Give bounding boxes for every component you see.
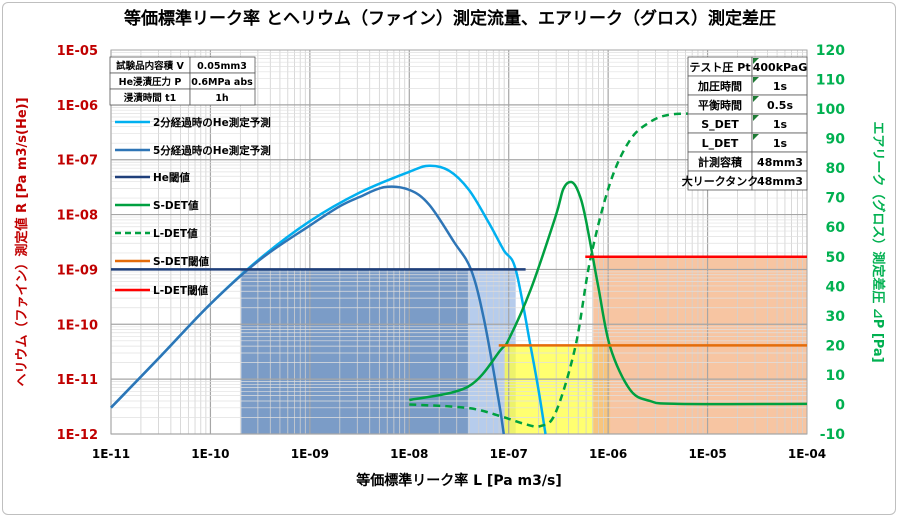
right-axis-title: エアリーク（グロス）測定差圧 ⊿P [Pa] [870,121,886,362]
right-tick-label: 70 [826,191,846,207]
param-label: 計測容積 [698,155,743,169]
param-label: テスト圧 Pt [689,61,750,74]
x-tick-label: 1E-06 [589,447,627,461]
series-line-1 [110,185,505,435]
cell-marker-icon [753,77,759,83]
param-value: 48mm3 [757,156,803,169]
plot-area [110,49,808,435]
legend-label: L-DET値 [153,227,198,240]
param-value: 0.05mm3 [197,61,247,72]
legend-label: He閾値 [153,171,190,184]
left-tick-label: 1E-08 [57,209,98,224]
right-tick-label: 80 [826,161,846,177]
table-cell [189,88,256,106]
left-tick-label: 1E-11 [57,373,98,388]
left-tick-label: 1E-06 [57,99,98,114]
cell-marker-icon [753,134,759,140]
measurement-settings-table: テスト圧 Pt 400kPaG 加圧時間 1s 平衡時間 0.5s S_DET 1s L_DET… [682,56,808,191]
param-label: L_DET [702,137,739,150]
test-conditions-table: 試験品内容積 V 0.05mm3 He浸漬圧力 P 0.6MPa abs 浸漬時間 t1… [109,56,256,106]
x-axis-title: 等価標準リーク率 L [Pa m3/s] [356,472,561,489]
cell-marker-icon [753,115,759,121]
param-label: 試験品内容積 V [116,60,184,72]
x-tick-label: 1E-11 [92,447,130,461]
right-tick-label: 120 [816,43,845,59]
param-value: 48mm3 [757,175,803,188]
right-tick-label: 0 [835,397,845,413]
param-label: S_DET [701,118,739,131]
left-axis-title: ヘリウム（ファイン）測定値 R [Pa m3/s(He)] [14,97,30,386]
param-value: 0.5s [767,99,793,112]
legend-label: 2分経過時のHe測定予測 [153,116,271,129]
legend-label: S-DET閾値 [153,255,209,268]
x-tick-label: 1E-07 [490,447,528,461]
right-tick-label: 30 [826,309,846,325]
param-label: He浸漬圧力 P [119,76,182,88]
param-value: 1s [773,118,788,131]
chart-title: 等価標準リーク率 とヘリウム（ファイン）測定流量、エアリーク（グロス）測定差圧 [124,8,776,29]
right-tick-label: 110 [816,73,845,89]
right-tick-label: 40 [826,279,846,295]
right-tick-label: -10 [820,427,846,443]
left-tick-label: 1E-10 [57,318,98,333]
param-label: 加圧時間 [697,79,742,93]
param-value: 1s [773,80,788,93]
x-tick-label: 1E-05 [688,447,726,461]
right-tick-label: 20 [826,338,846,354]
param-label: 浸漬時間 t1 [124,92,176,104]
param-value: 400kPaG [753,61,808,74]
left-tick-label: 1E-07 [57,154,98,169]
right-tick-label: 10 [826,368,846,384]
shaded-region-0 [241,269,468,434]
left-tick-label: 1E-12 [57,428,98,443]
right-tick-label: 100 [816,102,845,118]
legend-label: S-DET値 [153,199,199,212]
param-value: 1s [773,137,788,150]
x-tick-label: 1E-04 [788,447,826,461]
cell-marker-icon [753,96,759,102]
x-tick-label: 1E-09 [291,447,329,461]
cell-marker-icon [753,58,759,64]
table-cell [751,170,808,191]
legend-label: L-DET閾値 [153,284,209,297]
left-tick-label: 1E-05 [57,44,98,59]
right-tick-label: 60 [826,220,846,236]
param-value: 0.6MPa abs [191,77,253,88]
param-value: 1h [215,93,229,104]
legend-label: 5分経過時のHe測定予測 [153,144,271,157]
right-tick-label: 90 [826,132,846,148]
param-label: 平衡時間 [698,98,742,112]
param-label: 大リークタンク [682,174,759,188]
left-tick-label: 1E-09 [57,263,98,278]
x-tick-label: 1E-10 [191,447,229,461]
right-tick-label: 50 [826,250,846,266]
x-tick-label: 1E-08 [390,447,428,461]
